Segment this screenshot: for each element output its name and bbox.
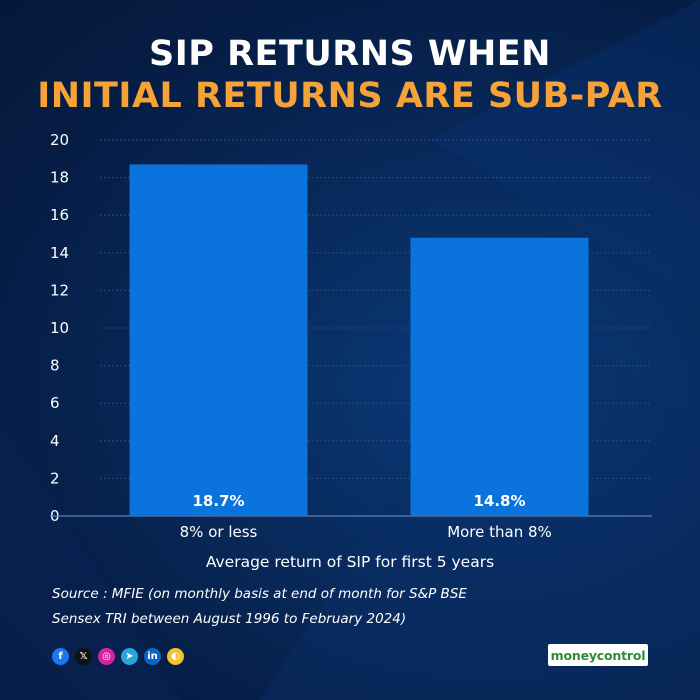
y-tick-label: 2	[50, 469, 60, 487]
x-tick-label: 8% or less	[180, 523, 258, 541]
source-note: Source : MFIE (on monthly basis at end o…	[52, 582, 652, 632]
y-tick-label: 10	[50, 319, 69, 337]
source-line-1: Source : MFIE (on monthly basis at end o…	[52, 586, 467, 602]
x-tick-label: More than 8%	[447, 523, 552, 541]
title-line-2: INITIAL RETURNS ARE SUB-PAR	[37, 76, 663, 116]
bar	[129, 164, 308, 516]
y-tick-label: 20	[50, 131, 69, 149]
source-line-2: Sensex TRI between August 1996 to Februa…	[52, 611, 407, 627]
x-icon[interactable]: 𝕏	[75, 648, 92, 665]
y-tick-label: 14	[50, 244, 69, 262]
y-tick-label: 4	[50, 432, 60, 450]
x-axis-label: Average return of SIP for first 5 years	[206, 553, 494, 571]
moneycontrol-logo: moneycontrol	[548, 644, 648, 666]
y-tick-label: 12	[50, 281, 69, 299]
social-icons: f 𝕏 ◎ ➤ in ◐	[52, 648, 184, 665]
data-label: 18.7%	[192, 492, 244, 510]
title-line-1: SIP RETURNS WHEN	[149, 34, 551, 74]
koo-icon[interactable]: ◐	[167, 648, 184, 665]
telegram-icon[interactable]: ➤	[121, 648, 138, 665]
y-tick-label: 18	[50, 169, 69, 187]
y-tick-label: 8	[50, 357, 60, 375]
y-tick-label: 16	[50, 206, 69, 224]
facebook-icon[interactable]: f	[52, 648, 69, 665]
bar	[410, 237, 589, 516]
data-label: 14.8%	[473, 492, 525, 510]
linkedin-icon[interactable]: in	[144, 648, 161, 665]
y-tick-label: 6	[50, 394, 60, 412]
instagram-icon[interactable]: ◎	[98, 648, 115, 665]
